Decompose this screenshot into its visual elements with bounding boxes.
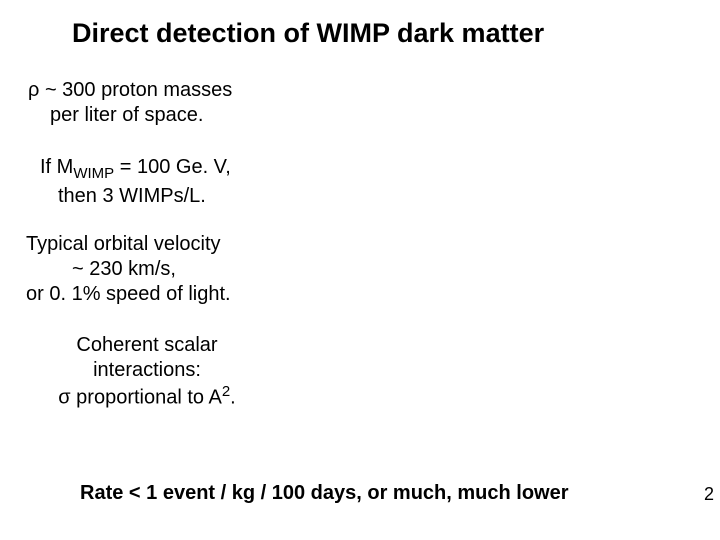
superscript-2: 2 xyxy=(222,383,230,400)
text-block-mass: If MWIMP = 100 Ge. V, then 3 WIMPs/L. xyxy=(40,155,231,209)
subscript-wimp: WIMP xyxy=(73,165,114,182)
text-span: ~ 300 proton masses xyxy=(39,79,232,101)
text-line: then 3 WIMPs/L. xyxy=(40,184,231,209)
text-line: ρ ~ 300 proton masses xyxy=(28,78,232,103)
text-line: If MWIMP = 100 Ge. V, xyxy=(40,155,231,184)
page-number: 2 xyxy=(704,484,714,505)
text-line: interactions: xyxy=(52,358,242,383)
symbol-rho: ρ xyxy=(28,79,39,101)
text-span: = 100 Ge. V, xyxy=(114,156,231,178)
slide-title: Direct detection of WIMP dark matter xyxy=(72,18,544,49)
text-span: . xyxy=(230,387,236,409)
text-line: ~ 230 km/s, xyxy=(26,257,231,282)
text-line: or 0. 1% speed of light. xyxy=(26,282,231,307)
text-span: If M xyxy=(40,156,73,178)
symbol-sigma: σ xyxy=(58,387,70,409)
text-line: Coherent scalar xyxy=(52,333,242,358)
text-line: Typical orbital velocity xyxy=(26,232,231,257)
footer-text: Rate < 1 event / kg / 100 days, or much,… xyxy=(80,482,569,505)
text-block-velocity: Typical orbital velocity ~ 230 km/s, or … xyxy=(26,232,231,307)
text-block-interactions: Coherent scalar interactions: σ proporti… xyxy=(52,333,242,411)
text-block-density: ρ ~ 300 proton masses per liter of space… xyxy=(28,78,232,128)
text-span: proportional to A xyxy=(71,387,222,409)
text-line: σ proportional to A2. xyxy=(52,383,242,411)
text-line: per liter of space. xyxy=(28,103,232,128)
